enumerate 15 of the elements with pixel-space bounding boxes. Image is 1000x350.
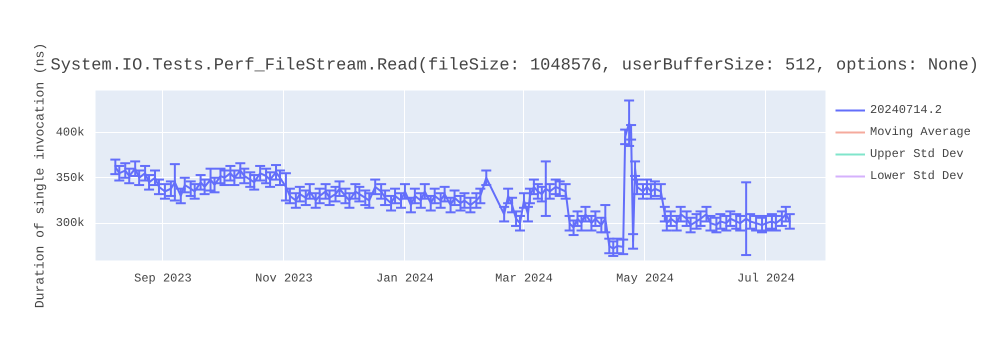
x-tick-label: Nov 2023 xyxy=(255,272,313,286)
x-tick-label: Jan 2024 xyxy=(376,272,434,286)
y-tick-label: 350k xyxy=(56,170,85,185)
legend-label: Lower Std Dev xyxy=(870,169,964,183)
y-tick-label: 400k xyxy=(56,125,85,140)
x-tick-label: Sep 2023 xyxy=(134,272,192,286)
y-tick-label: 300k xyxy=(56,216,85,230)
x-tick-label: Jul 2024 xyxy=(737,272,795,286)
legend-label: Moving Average xyxy=(870,125,971,139)
y-axis-title: Duration of single invocation (ns) xyxy=(32,42,48,308)
chart-title: System.IO.Tests.Perf_FileStream.Read(fileSize: 1048576, userBufferSize: 512, options: None) xyxy=(50,56,979,76)
legend-label: Upper Std Dev xyxy=(870,147,964,161)
legend-label: 20240714.2 xyxy=(870,103,942,117)
x-tick-label: May 2024 xyxy=(616,272,674,286)
x-tick-label: Mar 2024 xyxy=(495,272,553,286)
